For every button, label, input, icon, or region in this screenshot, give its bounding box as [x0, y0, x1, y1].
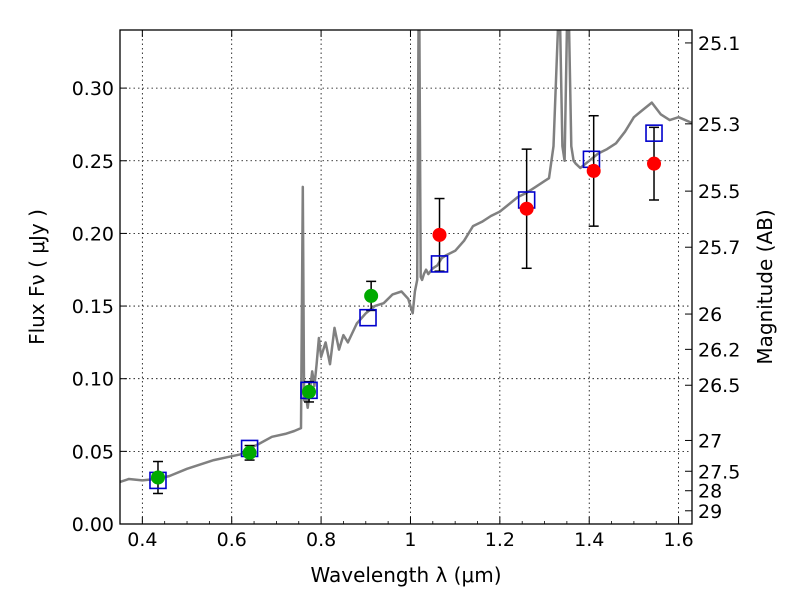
observed-point-marker	[302, 384, 317, 399]
x-tick-label: 1.6	[663, 529, 693, 551]
grid	[120, 30, 692, 525]
y2-tick-label: 26.5	[698, 375, 740, 397]
x-tick-label: 0.4	[127, 529, 157, 551]
observed-point-marker	[647, 156, 662, 171]
y-tick-label: 0.20	[72, 223, 114, 245]
y-tick-label: 0.00	[72, 514, 114, 536]
y2-tick-label: 28	[698, 481, 722, 503]
x-axis-label: Wavelength λ (μm)	[310, 563, 501, 587]
y2-tick-label: 26.2	[698, 339, 740, 361]
plot-frame	[119, 29, 693, 525]
y2-tick-label: 25.5	[698, 181, 740, 203]
observed-point-marker	[519, 201, 534, 216]
plot-area	[120, 30, 692, 495]
model-square-marker	[430, 255, 449, 273]
y2-tick-label: 27	[698, 430, 722, 452]
x-tick-label: 0.8	[306, 529, 336, 551]
observed-point-marker	[432, 227, 447, 242]
x-tick-label: 1	[404, 529, 416, 551]
observed-point-marker	[150, 470, 165, 485]
observed-point-marker	[364, 288, 379, 303]
axis-ticks: 0.4 0.6 0.8 1 1.2 1.4 1.6 0.00 0.05 0.10 0.15 0.20 0…	[72, 30, 740, 551]
y2-tick-label: 26	[698, 304, 722, 326]
y-tick-label: 0.30	[72, 78, 114, 100]
model-square-marker	[359, 308, 377, 327]
y-tick-label: 0.25	[72, 151, 114, 173]
template-spectrum-line	[120, 30, 692, 484]
observed-point-marker	[586, 163, 601, 178]
y2-tick-label: 25.7	[698, 237, 740, 259]
y-axis-label: Flux Fν ( μJy )	[25, 209, 49, 345]
y-tick-label: 0.10	[72, 369, 114, 391]
x-tick-label: 0.6	[217, 529, 247, 551]
x-tick-label: 1.2	[485, 529, 515, 551]
model-square-marker	[645, 124, 663, 142]
observed-point-marker	[242, 445, 257, 460]
x-tick-label: 1.4	[574, 529, 604, 551]
y2-axis-label: Magnitude (AB)	[753, 209, 777, 364]
y2-tick-label: 25.3	[698, 114, 740, 136]
y2-tick-label: 25.1	[698, 33, 740, 55]
y2-tick-label: 29	[698, 501, 722, 523]
y-tick-label: 0.15	[72, 296, 114, 318]
y-tick-label: 0.05	[72, 441, 114, 463]
y2-tick-label: 27.5	[698, 461, 740, 483]
